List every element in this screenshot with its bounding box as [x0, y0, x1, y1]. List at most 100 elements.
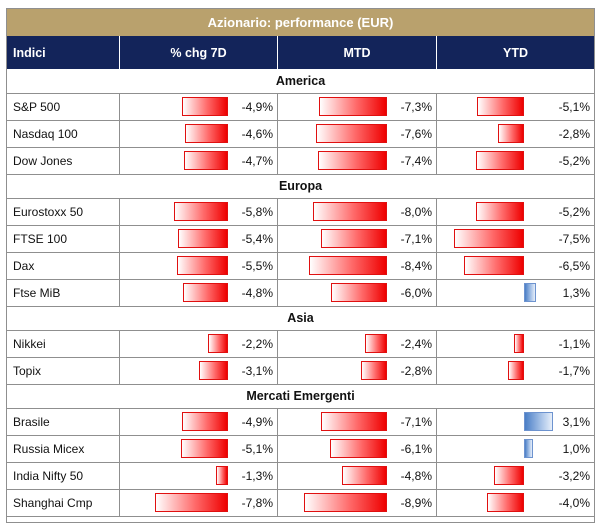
- value-chg7d: -5,8%: [241, 204, 273, 219]
- value-ytd: 1,3%: [562, 285, 590, 300]
- value-chg7d: -4,8%: [241, 285, 273, 300]
- performance-table: Azionario: performance (EUR) Indici % ch…: [6, 8, 595, 523]
- table-title: Azionario: performance (EUR): [7, 9, 594, 36]
- data-bar: [304, 493, 387, 512]
- column-divider: [436, 198, 437, 306]
- cell-ytd: -2,8%: [437, 120, 594, 147]
- value-ytd: -5,2%: [558, 153, 590, 168]
- row-divider: [7, 306, 594, 307]
- cell-ytd: -1,1%: [437, 330, 594, 357]
- column-divider: [119, 408, 120, 516]
- data-bar: [524, 412, 553, 431]
- index-name: India Nifty 50: [13, 468, 84, 483]
- index-name: Nasdaq 100: [13, 126, 78, 141]
- data-bar: [331, 283, 387, 302]
- data-bar: [182, 412, 228, 431]
- value-ytd: -5,1%: [558, 99, 590, 114]
- table-row: Nasdaq 100 -4,6% -7,6% -2,8%: [7, 120, 594, 147]
- section-title: Mercati Emergenti: [246, 389, 355, 403]
- cell-ytd: 1,0%: [437, 435, 594, 462]
- data-bar: [316, 124, 387, 143]
- data-bar: [177, 229, 228, 248]
- cell-mtd: -8,0%: [278, 198, 436, 225]
- column-divider: [277, 198, 278, 306]
- header-chg7d: % chg 7D: [170, 45, 227, 60]
- data-bar: [475, 151, 524, 170]
- index-name: Eurostoxx 50: [13, 204, 84, 219]
- data-bar: [207, 334, 228, 353]
- header-row: Indici % chg 7D MTD YTD: [7, 36, 594, 69]
- data-bar: [494, 466, 524, 485]
- cell-mtd: -7,6%: [278, 120, 436, 147]
- data-bar: [308, 256, 387, 275]
- data-bar: [342, 466, 387, 485]
- cell-ytd: 1,3%: [437, 279, 594, 306]
- column-divider: [119, 198, 120, 306]
- value-ytd: -1,7%: [558, 363, 590, 378]
- cell-chg7d: -4,8%: [120, 279, 277, 306]
- cell-chg7d: -4,6%: [120, 120, 277, 147]
- column-divider: [436, 330, 437, 384]
- data-bar: [199, 361, 228, 380]
- value-chg7d: -4,7%: [241, 153, 273, 168]
- table-row: Eurostoxx 50 -5,8% -8,0% -5,2%: [7, 198, 594, 225]
- data-bar: [463, 256, 524, 275]
- data-bar: [319, 97, 387, 116]
- value-chg7d: -5,1%: [241, 441, 273, 456]
- cell-chg7d: -1,3%: [120, 462, 277, 489]
- row-divider: [7, 489, 594, 490]
- index-name: Ftse MiB: [13, 285, 61, 300]
- value-chg7d: -5,4%: [241, 231, 273, 246]
- data-bar: [215, 466, 228, 485]
- value-mtd: -7,6%: [400, 126, 432, 141]
- value-chg7d: -4,9%: [241, 414, 273, 429]
- value-ytd: -5,2%: [558, 204, 590, 219]
- row-divider: [7, 384, 594, 385]
- data-bar: [360, 361, 387, 380]
- value-mtd: -6,0%: [400, 285, 432, 300]
- column-divider: [277, 330, 278, 384]
- value-chg7d: -4,6%: [241, 126, 273, 141]
- row-divider: [7, 225, 594, 226]
- value-ytd: 3,1%: [562, 414, 590, 429]
- column-divider: [277, 408, 278, 516]
- cell-chg7d: -5,1%: [120, 435, 277, 462]
- value-ytd: 1,0%: [562, 441, 590, 456]
- value-mtd: -7,1%: [400, 414, 432, 429]
- row-divider: [7, 330, 594, 331]
- cell-mtd: -7,1%: [278, 225, 436, 252]
- data-bar: [155, 493, 228, 512]
- data-bar: [183, 283, 228, 302]
- cell-mtd: -4,8%: [278, 462, 436, 489]
- cell-mtd: -2,8%: [278, 357, 436, 384]
- cell-ytd: -3,2%: [437, 462, 594, 489]
- data-bar: [318, 151, 387, 170]
- data-bar: [180, 439, 228, 458]
- data-bar: [184, 151, 228, 170]
- cell-ytd: -5,1%: [437, 93, 594, 120]
- cell-ytd: -6,5%: [437, 252, 594, 279]
- table-row: Brasile -4,9% -7,1% 3,1%: [7, 408, 594, 435]
- value-chg7d: -4,9%: [241, 99, 273, 114]
- cell-chg7d: -5,4%: [120, 225, 277, 252]
- cell-chg7d: -4,9%: [120, 408, 277, 435]
- cell-mtd: -2,4%: [278, 330, 436, 357]
- data-bar: [185, 124, 228, 143]
- cell-mtd: -7,3%: [278, 93, 436, 120]
- data-bar: [454, 229, 524, 248]
- index-name: S&P 500: [13, 99, 61, 114]
- data-bar: [312, 202, 387, 221]
- value-mtd: -7,4%: [400, 153, 432, 168]
- cell-chg7d: -4,9%: [120, 93, 277, 120]
- index-name: Russia Micex: [13, 441, 85, 456]
- table-row: Shanghai Cmp -7,8% -8,9% -4,0%: [7, 489, 594, 516]
- row-divider: [7, 408, 594, 409]
- value-mtd: -8,0%: [400, 204, 432, 219]
- value-ytd: -3,2%: [558, 468, 590, 483]
- table-row: Dax -5,5% -8,4% -6,5%: [7, 252, 594, 279]
- table-row: Topix -3,1% -2,8% -1,7%: [7, 357, 594, 384]
- table-row: Russia Micex -5,1% -6,1% 1,0%: [7, 435, 594, 462]
- row-divider: [7, 279, 594, 280]
- column-divider: [436, 408, 437, 516]
- cell-ytd: -7,5%: [437, 225, 594, 252]
